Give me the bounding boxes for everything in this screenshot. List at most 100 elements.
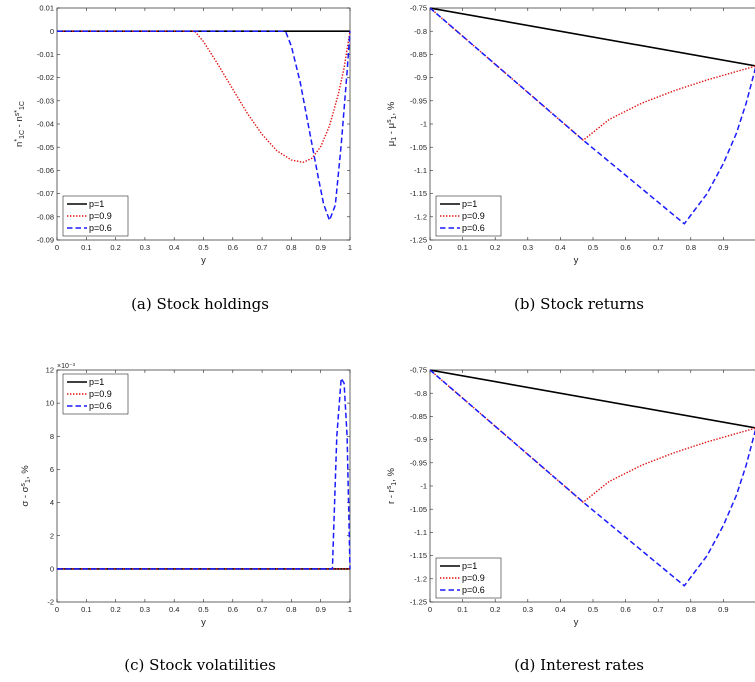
x-tick-label: 0.6 [228,605,238,614]
x-tick-label: 0.3 [140,243,150,252]
x-tick-label: 0.5 [198,605,208,614]
chart-b: 0 0.1 0.2 0.3 0.4 0.5 0.6 0.7 0.8 0.9 -0.75 -0.8 -0.… [386,4,755,313]
x-tick-label: 0.9 [315,605,325,614]
y-axis-label-part: 1 [391,115,398,119]
x-tick-label: 0.7 [257,243,267,252]
y-tick-label: -1.25 [410,598,427,607]
y-axis-label-part: - μ [386,123,397,137]
y-tick-label: 4 [50,498,54,507]
legend: p=1 p=0.9 p=0.6 [62,373,129,415]
y-tick-label: -1.25 [410,236,427,245]
y-tick-label: -0.07 [37,189,54,198]
y-tick-label: -0.75 [410,4,427,13]
x-axis-label: y [574,617,579,628]
x-tick-label: 0.6 [620,243,630,252]
y-tick-label: -0.75 [410,366,427,375]
y-tick-label: -0.9 [414,73,427,82]
x-tick-label: 0.8 [686,243,696,252]
y-tick-label: -0.06 [37,166,54,175]
series-line [430,7,755,225]
y-tick-label: -0.09 [37,236,54,245]
legend-label: p=0.9 [462,211,485,221]
x-tick-label: 0.1 [81,243,91,252]
legend: p=1 p=0.9 p=0.6 [435,195,502,237]
y-axis-label-part: , % [386,467,397,481]
y-tick-label: -0.85 [410,412,427,421]
legend-label: p=0.6 [89,223,112,233]
y-axis-label-part: μ [386,141,397,146]
legend-label: p=1 [462,199,477,209]
series-line [430,369,755,429]
x-tick-label: 0 [55,605,59,614]
legend-label: p=0.9 [462,573,485,583]
series-group [430,369,755,587]
panel-caption: (c) Stock volatilities [124,656,276,674]
series-line [430,7,755,141]
x-tick-label: 0.3 [523,605,533,614]
y-axis-label-part: n [14,142,25,147]
y-tick-label: -1 [420,482,427,491]
y-tick-label: -0.08 [37,212,54,221]
y-axis-label-part: s [386,485,393,489]
x-tick-label: 0.3 [140,605,150,614]
chart-a: 0 0.1 0.2 0.3 0.4 0.5 0.6 0.7 0.8 0.9 1 0.01 0 -0.01 -… [14,4,352,313]
x-tick-label: 0.1 [457,243,467,252]
y-tick-label: 0.01 [39,4,54,13]
y-tick-label: -1 [420,120,427,129]
x-tick-label: 0.5 [588,605,598,614]
y-tick-label: -0.02 [37,73,54,82]
series-line [57,30,351,164]
y-axis-label-part: , % [386,101,397,115]
x-tick-label: 1 [348,605,352,614]
y-axis-label-part: , % [20,465,31,479]
series-line [57,30,351,222]
y-tick-label: -1.15 [410,189,427,198]
y-axis-label-part: r - r [386,489,397,504]
y-tick-label: -0.8 [414,27,427,36]
x-tick-label: 0.2 [110,243,120,252]
y-axis-label-part: 1 [25,479,32,483]
y-tick-label: -1.05 [410,143,427,152]
y-axis-label: μ1 - μs1, % [386,101,398,146]
x-tick-label: 0.7 [257,605,267,614]
y-tick-label: -0.9 [414,435,427,444]
y-axis-label-part: s [386,119,393,123]
y-tick-label: -0.01 [37,50,54,59]
x-tick-label: 0.1 [81,605,91,614]
x-tick-label: 0.6 [228,243,238,252]
x-tick-label: 0 [428,243,432,252]
series-group [430,7,755,225]
y-axis-label-part: 1C [19,101,26,110]
x-tick-label: 0.9 [315,243,325,252]
y-tick-label: -1.05 [410,505,427,514]
x-tick-label: 0.3 [523,243,533,252]
series-line [430,369,755,587]
x-tick-label: 0 [428,605,432,614]
chart-d: 0 0.1 0.2 0.3 0.4 0.5 0.6 0.7 0.8 0.9 -0.75 -0.8 -0.… [386,366,755,674]
y-axis-label: n*1C - ns*1C [14,101,26,147]
y-tick-label: -0.05 [37,143,54,152]
x-tick-label: 0.4 [555,605,565,614]
y-tick-label: 0 [50,27,54,36]
y-tick-label: -2 [47,598,54,607]
legend: p=1 p=0.9 p=0.6 [435,557,502,599]
legend-label: p=0.6 [462,223,485,233]
y-axis-label-part: * [14,139,21,142]
series-group [57,30,351,222]
x-tick-label: 0.4 [169,243,179,252]
x-axis-label: y [574,255,579,266]
y-tick-label: -1.2 [414,212,427,221]
x-tick-label: 0.7 [653,243,663,252]
series-line [57,377,351,570]
y-exponent-label: ×10⁻³ [57,363,76,370]
x-axis-label: y [201,617,206,628]
x-tick-label: 0.2 [490,243,500,252]
y-tick-label: -0.95 [410,96,427,105]
y-tick-label: -0.04 [37,120,54,129]
x-tick-label: 0.5 [588,243,598,252]
x-tick-label: 0.5 [198,243,208,252]
y-tick-label: -1.2 [414,574,427,583]
y-tick-label: 6 [50,465,54,474]
y-tick-label: -0.03 [37,96,54,105]
